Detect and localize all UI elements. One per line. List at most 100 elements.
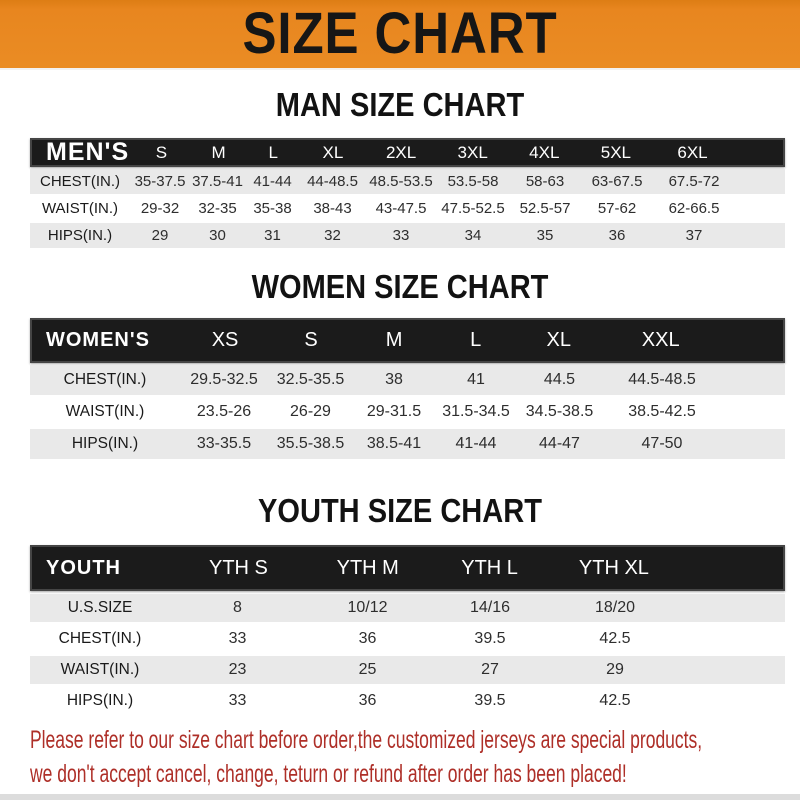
- women-row-waist: WAIST(IN.) 23.5-26 26-29 29-31.5 31.5-34…: [30, 397, 785, 427]
- header-cell: 3XL: [457, 142, 488, 162]
- header-cell: XS: [211, 329, 239, 351]
- youth-row-hips: HIPS(IN.) 33 36 39.5 42.5: [30, 687, 785, 715]
- value-cell: 33: [228, 630, 247, 647]
- row-label: CHEST(IN.): [58, 630, 142, 647]
- value-cell: 36: [358, 630, 377, 647]
- value-cell: 25: [358, 661, 377, 678]
- row-label: WAIST(IN.): [41, 200, 119, 217]
- value-cell: 44-48.5: [307, 173, 358, 190]
- header-cell: 6XL: [677, 142, 708, 162]
- men-row-hips: HIPS(IN.) 29 30 31 32 33 34 35 36 37: [30, 223, 785, 248]
- value-cell: 44.5-48.5: [628, 371, 696, 388]
- value-cell: 29.5-32.5: [190, 371, 258, 388]
- header-cell: S: [155, 142, 168, 162]
- value-cell: 33: [392, 227, 410, 244]
- youth-row-ussize: U.S.SIZE 8 10/12 14/16 18/20: [30, 594, 785, 622]
- value-cell: 48.5-53.5: [369, 173, 433, 190]
- header-filler: [679, 547, 783, 589]
- row-label: U.S.SIZE: [67, 599, 133, 616]
- value-cell: 29-31.5: [366, 403, 422, 420]
- value-filler: [735, 196, 785, 221]
- value-cell: 41: [467, 371, 485, 388]
- value-cell: 38-43: [313, 200, 352, 217]
- row-label: WAIST(IN.): [65, 403, 145, 420]
- value-cell: 38.5-42.5: [628, 403, 696, 420]
- value-cell: 35.5-38.5: [276, 435, 345, 452]
- header-cell: S: [304, 329, 318, 351]
- value-cell: 10/12: [347, 599, 388, 616]
- value-cell: 14/16: [469, 599, 511, 616]
- value-cell: 31.5-34.5: [442, 403, 510, 420]
- footer-note-line2: we don't accept cancel, change, teturn o…: [30, 760, 627, 788]
- header-filler: [733, 140, 783, 165]
- value-cell: 29-32: [140, 200, 180, 217]
- row-label: CHEST(IN.): [40, 173, 120, 190]
- value-cell: 62-66.5: [668, 200, 720, 217]
- header-cell: 4XL: [529, 142, 560, 162]
- header-cell: L: [470, 329, 482, 351]
- row-label: HIPS(IN.): [47, 227, 113, 244]
- youth-size-chart-heading: YOUTH SIZE CHART: [258, 492, 542, 529]
- value-cell: 34: [464, 227, 482, 244]
- header-cell: 2XL: [385, 142, 417, 162]
- row-label: HIPS(IN.): [71, 435, 139, 452]
- size-chart-title: SIZE CHART: [242, 1, 558, 66]
- women-table-header: WOMEN'S XS S M L XL XXL: [30, 318, 785, 363]
- value-cell: 32-35: [198, 200, 237, 217]
- value-cell: 23.5-26: [196, 403, 252, 420]
- women-size-chart-heading: WOMEN SIZE CHART: [251, 268, 549, 305]
- header-cell: M: [211, 142, 226, 162]
- value-filler: [680, 625, 785, 653]
- value-cell: 44-47: [539, 435, 580, 452]
- value-cell: 53.5-58: [447, 173, 499, 190]
- men-size-table: MEN'S S M L XL 2XL 3XL 4XL 5XL 6XL CHEST…: [30, 138, 785, 248]
- header-cell: L: [268, 142, 278, 162]
- value-cell: 27: [481, 661, 499, 678]
- women-header-label: WOMEN'S: [46, 329, 150, 351]
- youth-size-table: YOUTH YTH S YTH M YTH L YTH XL U.S.SIZE …: [30, 545, 785, 715]
- value-cell: 38.5-41: [366, 435, 422, 452]
- value-cell: 30: [209, 227, 226, 244]
- women-size-table: WOMEN'S XS S M L XL XXL CHEST(IN.) 29.5-…: [30, 318, 785, 459]
- value-cell: 31: [264, 227, 281, 244]
- value-cell: 42.5: [599, 692, 631, 709]
- women-row-chest: CHEST(IN.) 29.5-32.5 32.5-35.5 38 41 44.…: [30, 365, 785, 395]
- footer-note-line1: Please refer to our size chart before or…: [30, 726, 703, 754]
- value-cell: 34.5-38.5: [525, 403, 594, 420]
- value-cell: 26-29: [290, 403, 331, 420]
- value-cell: 8: [233, 599, 242, 616]
- value-cell: 37: [685, 227, 703, 244]
- header-cell: XL: [546, 329, 571, 351]
- value-cell: 23: [228, 661, 247, 678]
- men-header-label: MEN'S: [46, 140, 130, 165]
- value-cell: 58-63: [525, 173, 565, 190]
- header-cell: YTH M: [336, 556, 399, 579]
- value-filler: [680, 656, 785, 684]
- value-cell: 38: [385, 371, 403, 388]
- value-cell: 63-67.5: [591, 173, 643, 190]
- value-cell: 47-50: [641, 435, 683, 452]
- value-cell: 47.5-52.5: [441, 200, 505, 217]
- value-filler: [680, 687, 785, 715]
- value-cell: 36: [608, 227, 626, 244]
- header-cell: 5XL: [600, 142, 632, 162]
- youth-row-waist: WAIST(IN.) 23 25 27 29: [30, 656, 785, 684]
- value-cell: 52.5-57: [519, 200, 571, 217]
- header-filler: [720, 320, 783, 361]
- header-cell: XL: [322, 142, 344, 162]
- value-cell: 29: [606, 661, 624, 678]
- value-cell: 29: [151, 227, 169, 244]
- value-filler: [680, 594, 785, 622]
- value-cell: 39.5: [474, 630, 506, 647]
- value-filler: [735, 169, 785, 194]
- women-row-hips: HIPS(IN.) 33-35.5 35.5-38.5 38.5-41 41-4…: [30, 429, 785, 459]
- header-cell: M: [385, 329, 403, 351]
- youth-row-chest: CHEST(IN.) 33 36 39.5 42.5: [30, 625, 785, 653]
- value-cell: 41-44: [253, 173, 292, 190]
- row-label: HIPS(IN.): [66, 692, 134, 709]
- value-cell: 33: [228, 692, 247, 709]
- header-cell: YTH S: [208, 556, 268, 579]
- value-cell: 57-62: [597, 200, 637, 217]
- row-label: WAIST(IN.): [60, 661, 140, 678]
